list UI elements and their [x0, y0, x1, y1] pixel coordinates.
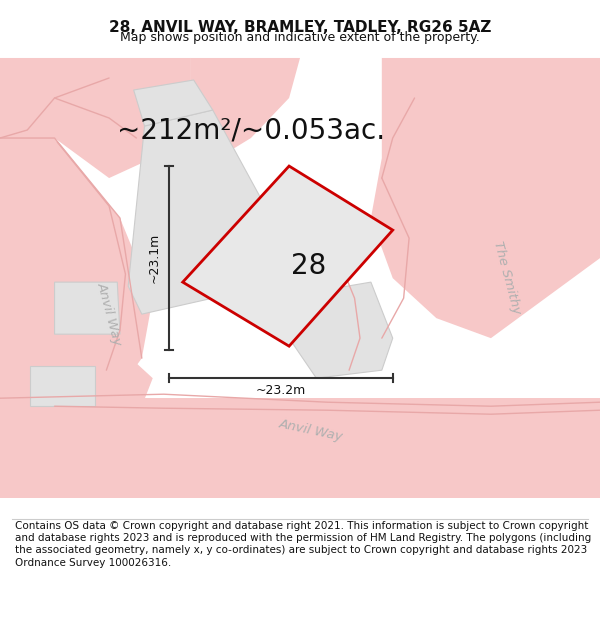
Text: 28, ANVIL WAY, BRAMLEY, TADLEY, RG26 5AZ: 28, ANVIL WAY, BRAMLEY, TADLEY, RG26 5AZ — [109, 20, 491, 35]
Polygon shape — [371, 58, 600, 338]
Polygon shape — [55, 282, 120, 334]
Text: Anvil Way: Anvil Way — [94, 281, 124, 348]
Text: Contains OS data © Crown copyright and database right 2021. This information is : Contains OS data © Crown copyright and d… — [15, 521, 591, 568]
Text: ~212m²/~0.053ac.: ~212m²/~0.053ac. — [117, 116, 385, 144]
Text: ~23.2m: ~23.2m — [256, 384, 306, 398]
Polygon shape — [289, 282, 393, 378]
Text: 28: 28 — [291, 253, 326, 281]
Text: ~23.1m: ~23.1m — [148, 233, 161, 283]
Text: The Smithy: The Smithy — [491, 240, 523, 316]
Polygon shape — [128, 110, 289, 314]
Polygon shape — [134, 80, 213, 126]
Polygon shape — [0, 138, 153, 478]
Polygon shape — [191, 58, 300, 158]
Polygon shape — [0, 338, 153, 406]
Polygon shape — [0, 398, 600, 498]
Polygon shape — [30, 366, 95, 406]
Polygon shape — [183, 166, 393, 346]
Text: Anvil Way: Anvil Way — [278, 417, 344, 443]
Polygon shape — [0, 58, 191, 178]
Text: Map shows position and indicative extent of the property.: Map shows position and indicative extent… — [120, 31, 480, 44]
